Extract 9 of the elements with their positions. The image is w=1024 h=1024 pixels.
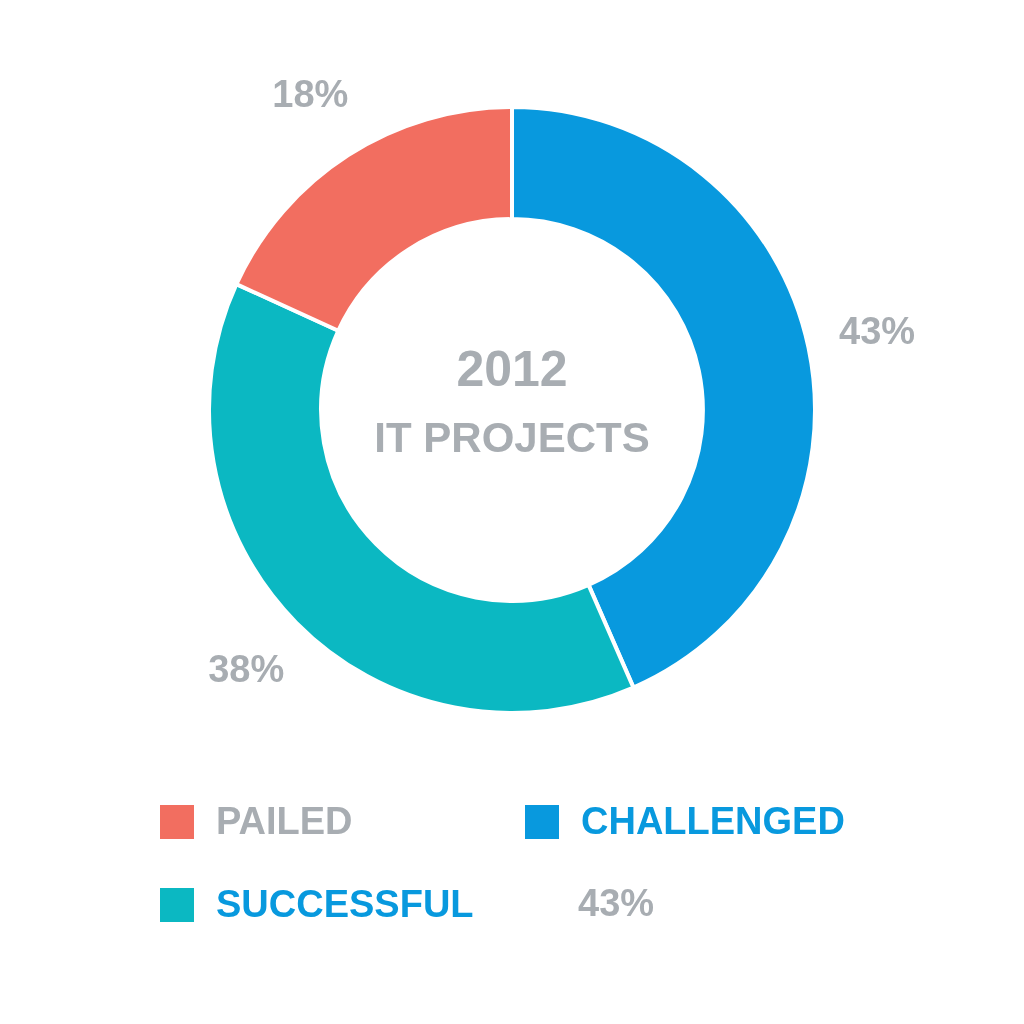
text: 2012 bbox=[456, 340, 568, 397]
data-label: 18% bbox=[272, 72, 349, 115]
legend-label: CHALLENGED bbox=[581, 800, 845, 843]
legend-label: SUCCESSFUL bbox=[216, 883, 474, 926]
data-label: 38% bbox=[208, 648, 285, 691]
legend-label: PAILED bbox=[216, 800, 353, 843]
text: IT PROJECTS bbox=[374, 413, 650, 461]
data-label: 43% bbox=[839, 310, 916, 353]
text: 43% bbox=[578, 882, 655, 925]
